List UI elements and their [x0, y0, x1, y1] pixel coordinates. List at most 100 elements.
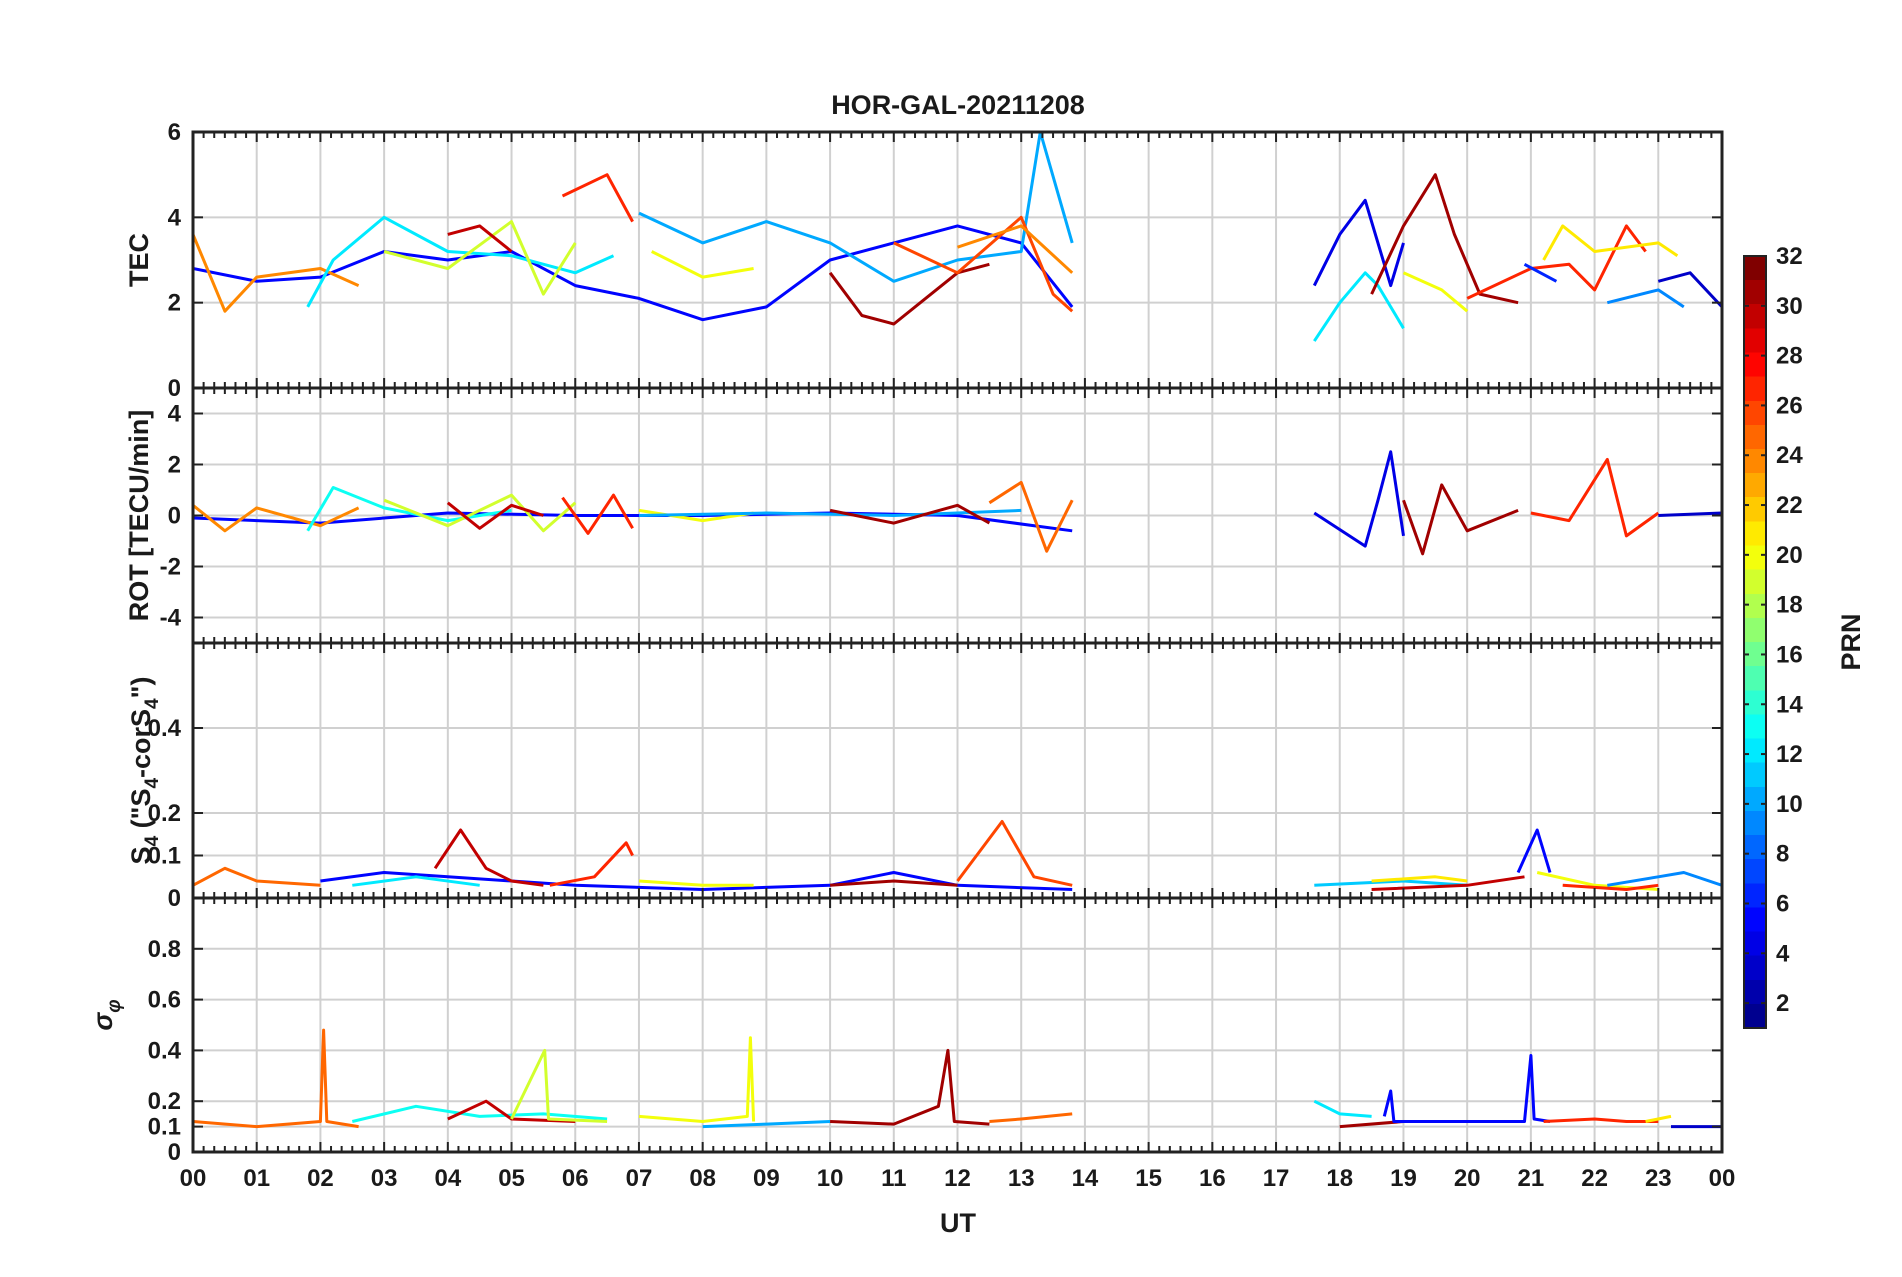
colorbar-tick-label: 14	[1776, 691, 1803, 718]
series-group	[193, 1028, 1722, 1129]
series-prn-27	[561, 173, 634, 223]
colorbar-frame	[1743, 255, 1767, 1029]
series-prn-25	[193, 866, 321, 887]
colorbar-tick-label: 2	[1776, 990, 1789, 1017]
x-tick-label: 20	[1454, 1165, 1481, 1192]
series-prn-12	[352, 875, 480, 887]
y-tick-label: 0.8	[148, 936, 181, 963]
colorbar-tick-label: 24	[1776, 442, 1803, 469]
x-tick-label: 23	[1645, 1165, 1672, 1192]
x-tick-label: 13	[1008, 1165, 1035, 1192]
x-tick-label: 12	[944, 1165, 971, 1192]
panel-tec: 0 2 4 6 TEC	[124, 119, 1724, 402]
series-prn-10	[638, 508, 1022, 517]
colorbar-tick-label: 16	[1776, 641, 1803, 668]
series-prn-27	[1530, 457, 1660, 538]
series-prn-30	[447, 224, 513, 253]
series-prn-24	[193, 504, 360, 533]
series-prn-20	[1402, 271, 1469, 313]
y-tick-label: 0.2	[148, 1088, 181, 1115]
series-prn-31	[830, 1048, 990, 1126]
x-tick-label: 16	[1199, 1165, 1226, 1192]
series-prn-19	[383, 220, 577, 296]
series-prn-26	[956, 820, 1073, 887]
series-prn-4	[1313, 450, 1405, 548]
y-tick-label: 6	[168, 119, 181, 146]
series-group	[193, 450, 1722, 556]
series-prn-20	[651, 250, 754, 279]
y-axis-title-part: ")	[126, 677, 156, 699]
colorbar-tick-label: 32	[1776, 243, 1803, 270]
colorbar-tick-label: 22	[1776, 492, 1803, 519]
y-axis-title-subscript: 4	[142, 778, 163, 789]
colorbar-tick-label: 28	[1776, 343, 1803, 370]
y-tick-label: -4	[160, 605, 182, 632]
x-tick-label: 11	[881, 1165, 906, 1192]
colorbar-tick-label: 20	[1776, 542, 1803, 569]
y-tick-label: 0	[168, 1139, 181, 1166]
series-prn-30	[447, 1099, 576, 1123]
x-tick-label: 15	[1135, 1165, 1162, 1192]
series-prn-27	[1466, 224, 1647, 300]
series-prn-19	[510, 1048, 608, 1123]
x-tick-label: 21	[1518, 1165, 1545, 1192]
series-prn-31	[1370, 173, 1519, 305]
series-prn-6	[1523, 262, 1558, 283]
y-tick-label: 0.4	[148, 1037, 182, 1064]
series-prn-10	[702, 1120, 831, 1129]
y-axis-title: σφ	[88, 999, 125, 1030]
series-prn-31	[829, 879, 958, 887]
series-prn-9	[1606, 288, 1685, 309]
series-prn-9	[1607, 871, 1722, 887]
y-tick-label: -2	[160, 554, 181, 581]
series-prn-27	[1543, 1117, 1659, 1123]
colorbar-tick-label: 26	[1776, 392, 1803, 419]
series-prn-24	[193, 233, 360, 313]
x-tick-label: 03	[371, 1165, 398, 1192]
colorbar-tick-label: 10	[1776, 791, 1803, 818]
y-tick-label: 0	[168, 885, 181, 912]
x-tick-label: 18	[1326, 1165, 1353, 1192]
panel-s4: 00.10.20.4S4 ("S4-corS4")	[126, 641, 1724, 912]
series-prn-13	[306, 486, 512, 532]
x-tick-label: 00	[1709, 1165, 1736, 1192]
y-axis-title-part: ("S	[126, 789, 156, 836]
y-axis-title: TEC	[124, 233, 154, 287]
y-tick-label: 0.6	[148, 987, 181, 1014]
colorbar-tick-label: 18	[1776, 592, 1803, 619]
series-prn-13	[351, 1104, 608, 1123]
series-prn-27	[561, 493, 634, 535]
x-tick-label: 05	[498, 1165, 525, 1192]
y-tick-label: 0.2	[148, 800, 181, 827]
series-prn-24	[957, 224, 1074, 274]
series-prn-30	[433, 828, 544, 887]
x-tick-label: 01	[243, 1165, 270, 1192]
x-tick-label: 07	[626, 1165, 653, 1192]
y-tick-label: 2	[168, 452, 181, 479]
colorbar-tick-label: 30	[1776, 293, 1803, 320]
colorbar-tick-label: 4	[1776, 940, 1790, 967]
series-prn-5	[1516, 828, 1552, 874]
y-tick-label: 2	[168, 290, 181, 317]
x-tick-label: 14	[1072, 1165, 1099, 1192]
series-prn-19	[383, 493, 577, 533]
colorbar-tick-label: 6	[1776, 890, 1789, 917]
colorbar-fill	[1744, 256, 1766, 1028]
series-prn-5	[320, 871, 1073, 891]
y-tick-label: 4	[168, 204, 182, 231]
x-tick-label: 22	[1581, 1165, 1608, 1192]
y-axis-title-part: -corS	[126, 709, 156, 778]
series-prn-21	[1542, 224, 1679, 261]
y-tick-label: 0.4	[148, 715, 182, 742]
y-axis-title-subscript: 4	[142, 835, 163, 846]
series-prn-3	[1658, 511, 1722, 517]
series-prn-10	[638, 132, 1074, 283]
colorbar-label: PRN	[1836, 613, 1866, 670]
y-axis-title-subscript: 4	[142, 698, 163, 709]
series-prn-5	[193, 224, 1074, 322]
series-prn-21	[1371, 875, 1468, 883]
series-prn-12	[306, 215, 615, 308]
